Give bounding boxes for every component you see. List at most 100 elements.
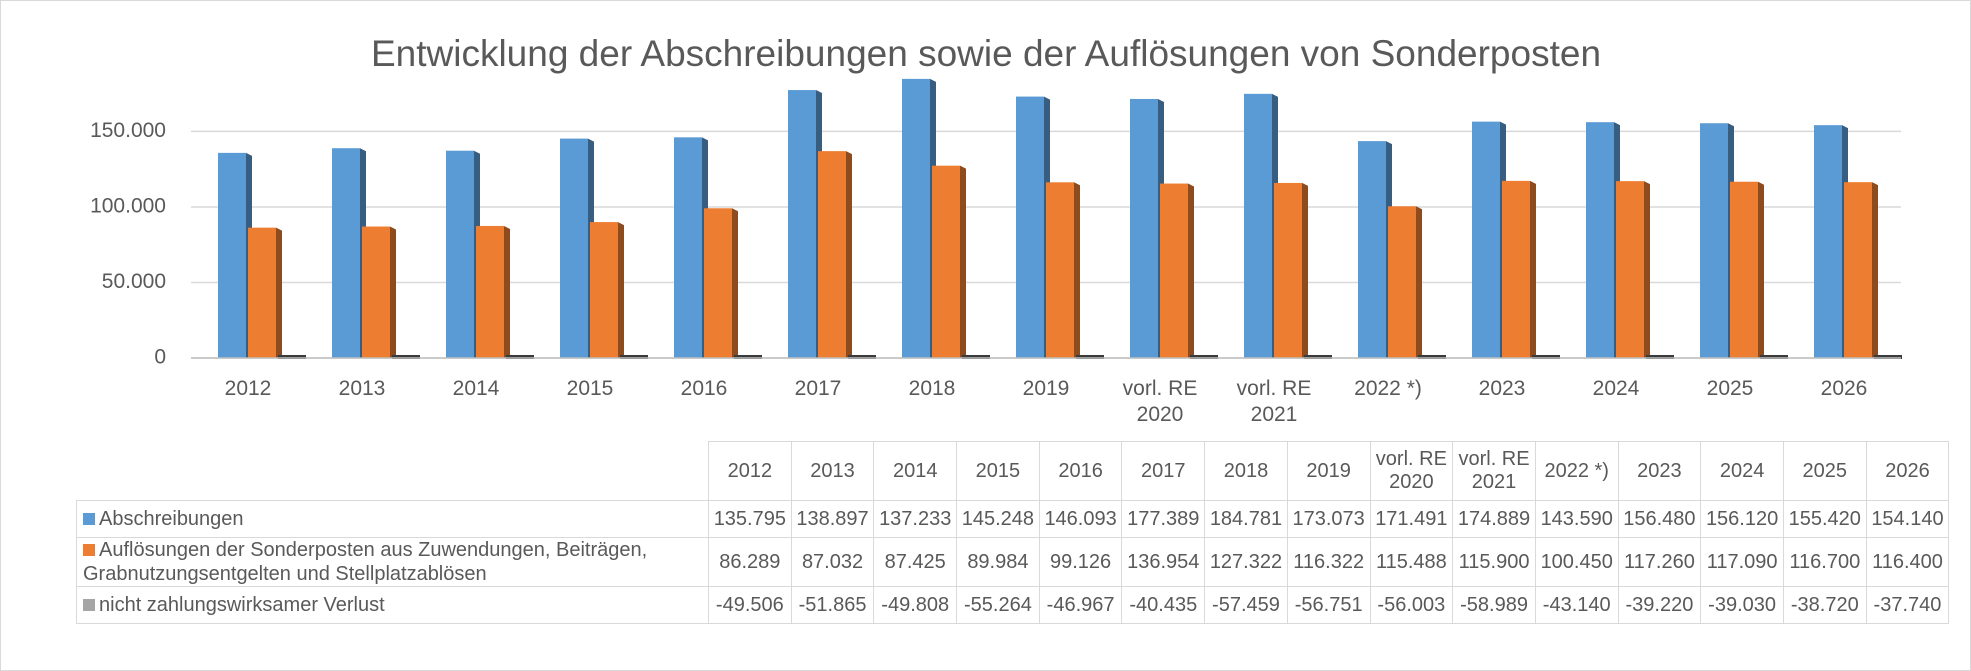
legend-label: Auflösungen der Sonderposten aus Zuwendu…	[83, 539, 648, 585]
bar-side	[1302, 182, 1308, 358]
chart-title: Entwicklung der Abschreibungen sowie der…	[371, 33, 1601, 74]
bar	[848, 355, 876, 359]
value-cell: 117.260	[1617, 537, 1702, 587]
bar	[704, 208, 732, 358]
x-tick-label: 2016	[680, 377, 728, 400]
value-cell: 100.450	[1534, 537, 1619, 587]
legend-swatch	[83, 599, 95, 611]
bar	[1874, 355, 1902, 359]
value-cell: 115.900	[1452, 537, 1536, 587]
bar-side	[1416, 206, 1422, 358]
x-tick-label: vorl. RE 2020	[1122, 377, 1198, 426]
table-header: 2012 2013 2014 2015 2016 2017 2018 2019 vorl. RE…	[77, 441, 1950, 501]
value-cell: -39.030	[1700, 586, 1784, 624]
column-header: 2019	[1286, 441, 1371, 501]
row-header: Auflösungen der Sonderposten aus Zuwendu…	[76, 537, 709, 587]
y-tick-label: 50.000	[102, 270, 166, 293]
bar	[590, 222, 618, 358]
value-cell: 177.389	[1121, 500, 1206, 538]
y-tick-label: 100.000	[90, 194, 166, 217]
value-cell: 156.480	[1617, 500, 1702, 538]
value-cell: 156.120	[1700, 500, 1784, 538]
bar	[734, 355, 762, 359]
bar-side	[504, 225, 510, 358]
value-cell: 137.233	[873, 500, 958, 538]
value-cell: 184.781	[1204, 500, 1288, 538]
value-cell: -49.808	[873, 586, 958, 624]
column-header: 2016	[1038, 441, 1123, 501]
column-header: 2012	[708, 441, 792, 501]
bar	[1646, 355, 1674, 359]
bar	[1274, 182, 1302, 358]
value-cell: -58.989	[1452, 586, 1536, 624]
bar	[1076, 355, 1104, 359]
bar	[620, 355, 648, 359]
column-header: vorl. RE 2021	[1452, 441, 1536, 501]
table-row: Abschreibungen 135.795 138.897 137.233 145.2…	[76, 500, 1950, 538]
bar	[962, 355, 990, 359]
bar	[1304, 355, 1332, 359]
bar	[1160, 183, 1188, 358]
value-cell: -56.003	[1369, 586, 1454, 624]
legend-swatch	[83, 513, 95, 525]
bar	[818, 151, 846, 358]
value-cell: 146.093	[1038, 500, 1123, 538]
bar-side	[390, 226, 396, 358]
x-tick-label: 2024	[1592, 377, 1640, 400]
bar-side	[1074, 182, 1080, 358]
bar	[1502, 180, 1530, 358]
bar-side	[276, 227, 282, 358]
value-cell: 138.897	[790, 500, 875, 538]
value-cell: 99.126	[1038, 537, 1123, 587]
value-cell: -55.264	[956, 586, 1040, 624]
bar	[278, 355, 306, 359]
bar-side	[1872, 182, 1878, 358]
value-cell: 135.795	[708, 500, 792, 538]
legend-label: nicht zahlungswirksamer Verlust	[99, 594, 385, 616]
bar	[1190, 355, 1218, 359]
bar	[446, 150, 474, 358]
table-row: Auflösungen der Sonderposten aus Zuwendu…	[76, 537, 1950, 587]
bar-side	[846, 151, 852, 358]
value-cell: -57.459	[1204, 586, 1288, 624]
value-cell: -46.967	[1038, 586, 1123, 624]
x-tick-label: 2012	[224, 377, 272, 400]
bar-side	[618, 222, 624, 358]
x-tick-label: 2026	[1820, 377, 1868, 400]
bar	[1532, 355, 1560, 359]
value-cell: 173.073	[1286, 500, 1371, 538]
x-tick-label: 2019	[1022, 377, 1070, 400]
x-tick-label: 2015	[566, 377, 614, 400]
bar-side	[1530, 180, 1536, 358]
legend-swatch	[83, 544, 95, 556]
value-cell: 174.889	[1452, 500, 1536, 538]
data-table: 2012 2013 2014 2015 2016 2017 2018 2019 vorl. RE…	[76, 441, 1950, 624]
column-header: 2014	[873, 441, 958, 501]
column-header: 2023	[1617, 441, 1702, 501]
bar	[248, 227, 276, 358]
bar	[1388, 206, 1416, 358]
bar	[476, 225, 504, 358]
x-tick-label: 2014	[452, 377, 500, 400]
empty-cell	[77, 442, 709, 501]
x-tick-label: 2023	[1478, 377, 1526, 400]
bar	[674, 137, 702, 358]
column-header: 2025	[1782, 441, 1867, 501]
bar	[218, 152, 246, 358]
column-header: 2018	[1204, 441, 1288, 501]
value-cell: -51.865	[790, 586, 875, 624]
column-header: 2026	[1865, 441, 1950, 501]
value-cell: -40.435	[1121, 586, 1206, 624]
bar	[1130, 98, 1158, 359]
x-tick-label: 2025	[1706, 377, 1754, 400]
bar	[362, 226, 390, 358]
value-cell: 116.400	[1865, 537, 1950, 587]
value-cell: 127.322	[1204, 537, 1288, 587]
value-cell: 143.590	[1534, 500, 1619, 538]
bar	[1616, 181, 1644, 358]
value-cell: 87.032	[790, 537, 875, 587]
legend-label: Abschreibungen	[99, 508, 244, 530]
value-cell: -37.740	[1865, 586, 1950, 624]
column-header: vorl. RE 2020	[1369, 441, 1454, 501]
